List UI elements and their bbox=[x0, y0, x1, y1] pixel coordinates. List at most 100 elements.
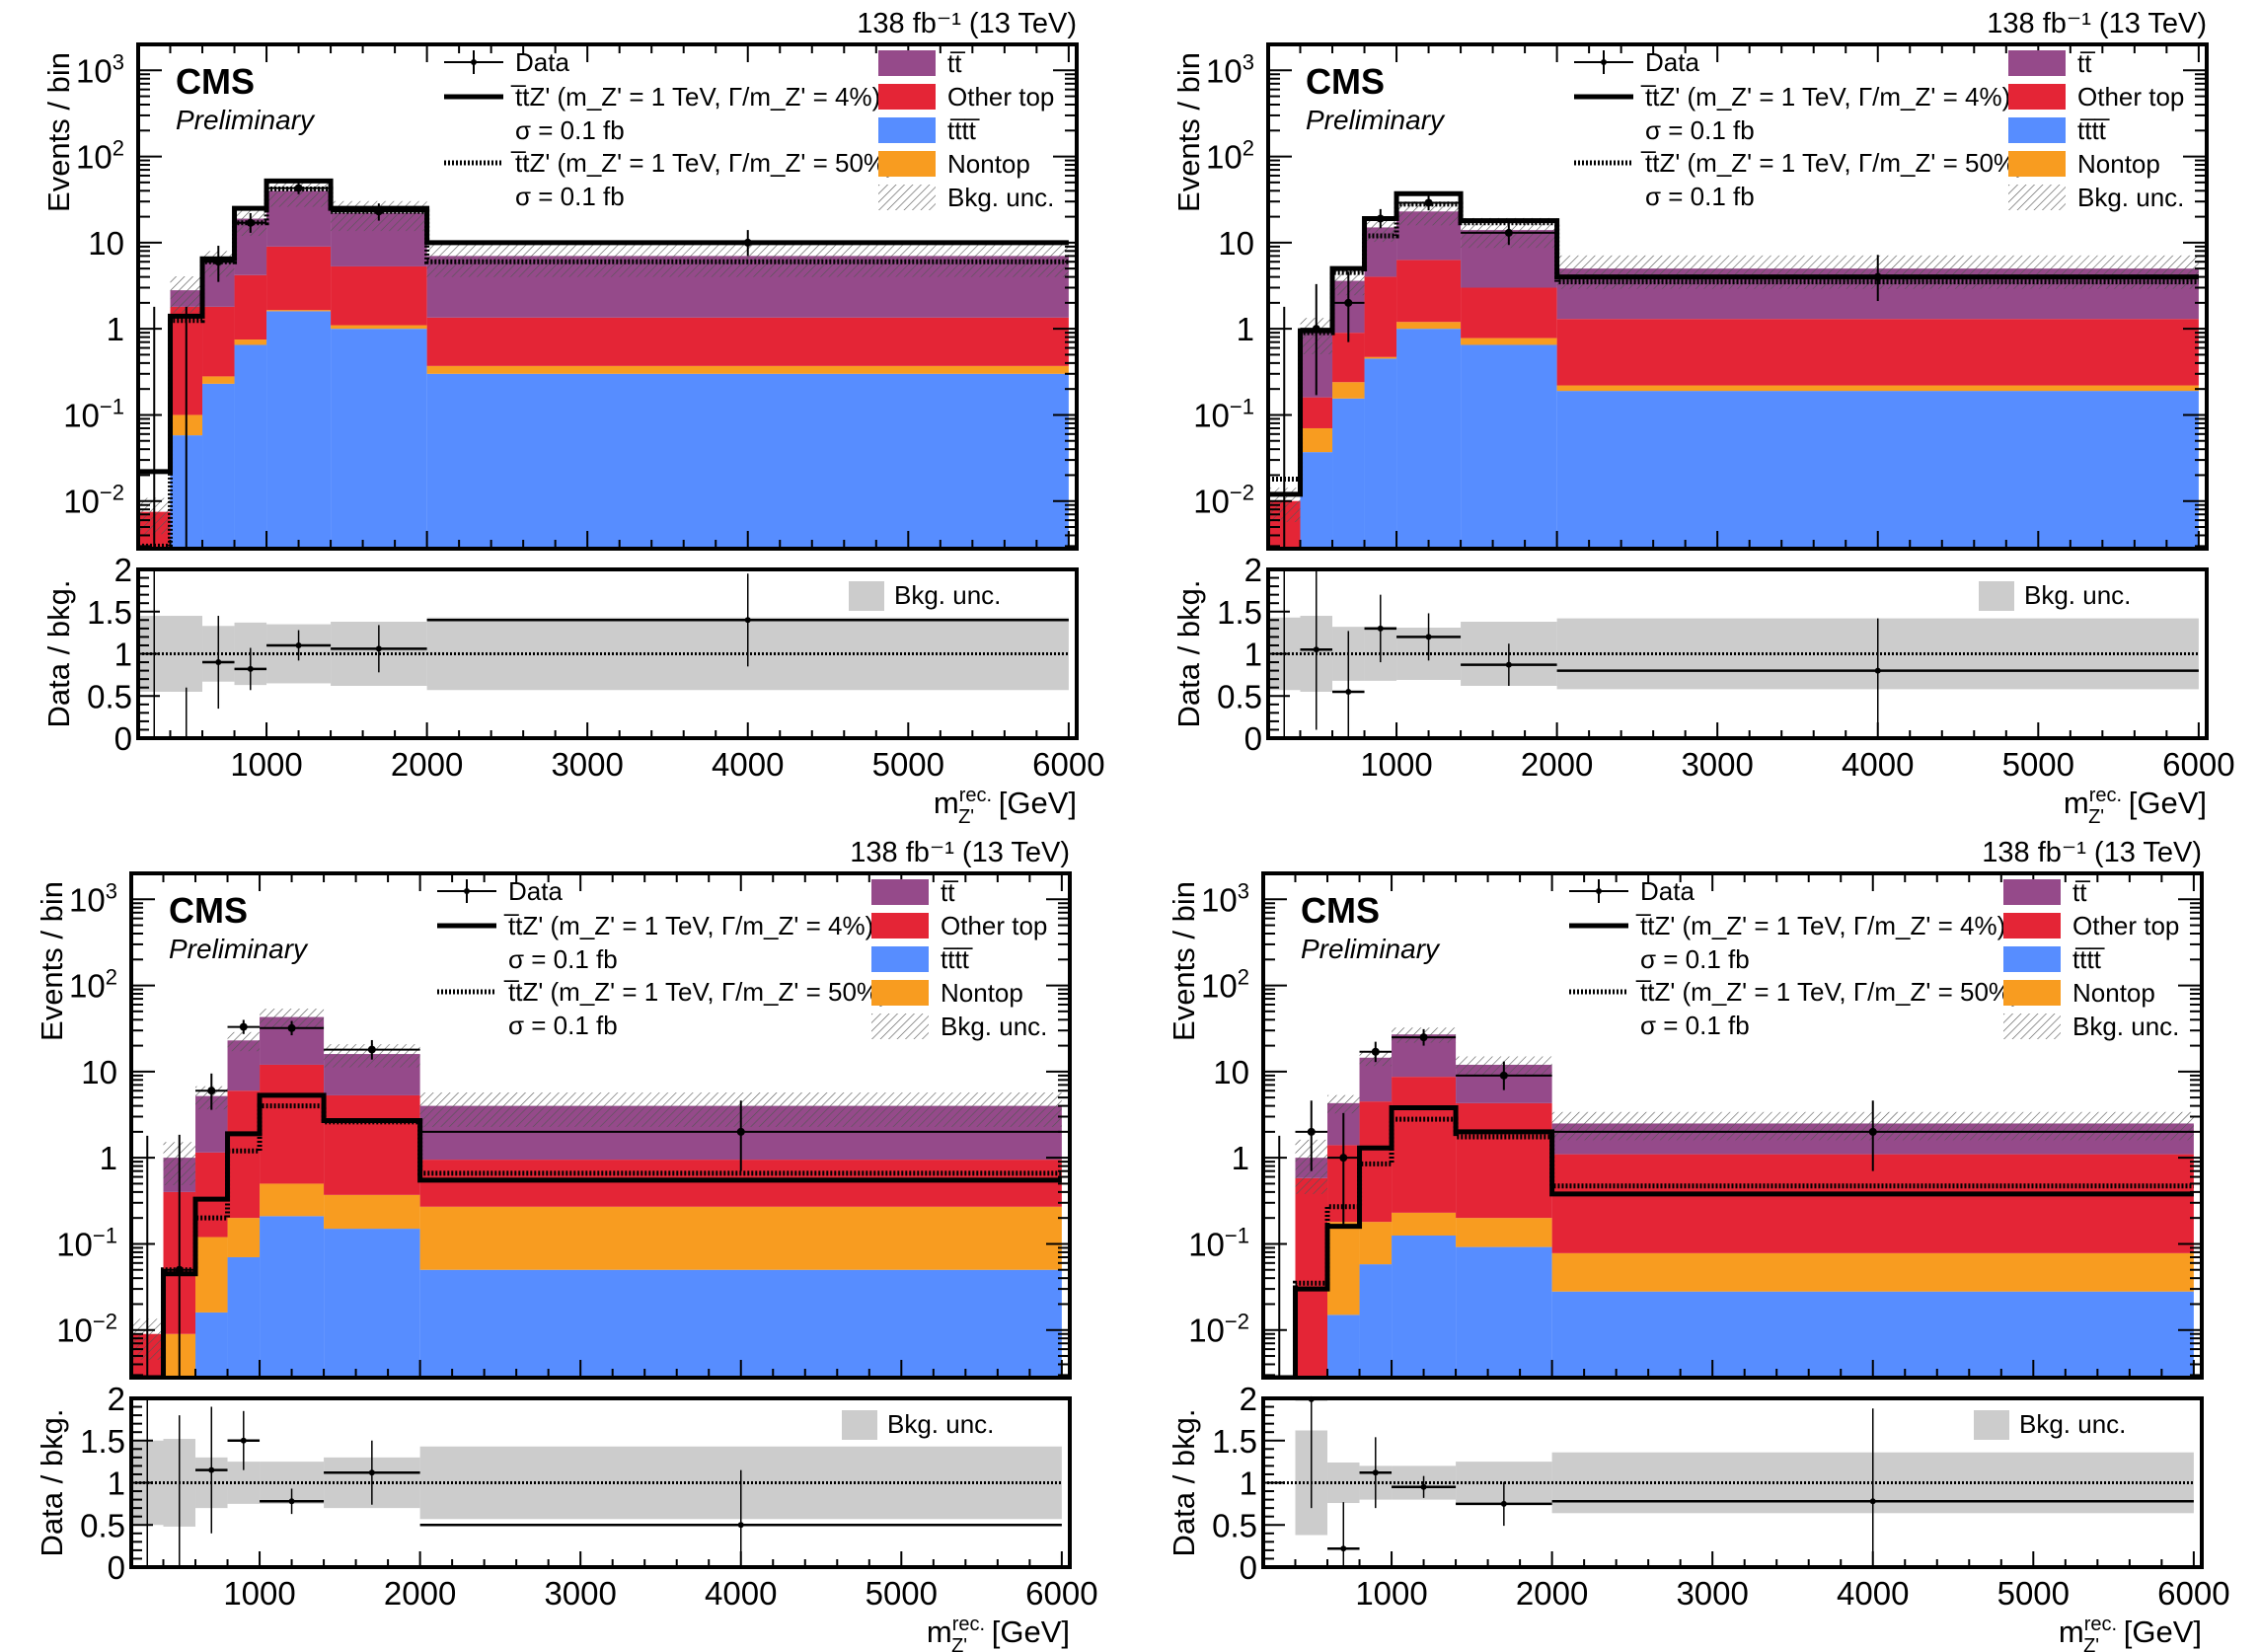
legend-label-othertop: Other top bbox=[2077, 82, 2184, 112]
ratio-point bbox=[368, 1469, 375, 1476]
lumi-label: 138 fb⁻¹ (13 TeV) bbox=[1987, 8, 2207, 39]
legend-swatch-unc bbox=[2008, 185, 2066, 210]
data-point bbox=[1376, 214, 1385, 223]
bar-nontop bbox=[1396, 322, 1462, 330]
ratio-y-tick-label: 1.5 bbox=[80, 1423, 125, 1460]
legend-signal-wide-xsec: σ = 0.1 fb bbox=[1640, 1011, 1750, 1040]
bar-other-top bbox=[1396, 260, 1462, 323]
bar-tttt bbox=[1300, 452, 1333, 549]
legend-swatch-tt bbox=[871, 879, 929, 905]
bar-other-top bbox=[227, 1090, 261, 1219]
x-tick-label: 6000 bbox=[2162, 746, 2234, 783]
x-tick-label: 6000 bbox=[1032, 746, 1104, 783]
cms-label: CMS bbox=[176, 61, 255, 102]
bar-nontop bbox=[266, 310, 332, 312]
signal-narrow-line bbox=[131, 1092, 1062, 1378]
legend-label-tttt: tt̅tt̅ bbox=[941, 944, 973, 974]
legend-swatch-unc bbox=[2003, 1014, 2061, 1039]
y-tick-label: 103 bbox=[76, 49, 124, 89]
y-tick-label: 1 bbox=[100, 1140, 117, 1176]
data-point bbox=[1419, 1033, 1428, 1042]
ratio-y-tick-label: 0 bbox=[1244, 720, 1262, 757]
bar-tttt bbox=[1556, 391, 2199, 549]
x-tick-label: 4000 bbox=[1837, 1575, 1909, 1612]
y-tick-label: 1 bbox=[1237, 311, 1254, 347]
ratio-point bbox=[1869, 1498, 1876, 1505]
ratio-point bbox=[295, 641, 302, 648]
legend-signal-wide-xsec: σ = 0.1 fb bbox=[508, 1011, 618, 1040]
data-point bbox=[1339, 1154, 1348, 1163]
legend-data-label: Data bbox=[1640, 876, 1695, 906]
legend-label-tttt: tt̅tt̅ bbox=[2072, 944, 2105, 974]
bar-other-top bbox=[324, 1094, 420, 1195]
data-point bbox=[239, 1022, 248, 1031]
data-point bbox=[1499, 1071, 1508, 1080]
bar-nontop bbox=[1551, 1252, 2194, 1292]
bar-nontop bbox=[1327, 1222, 1360, 1315]
y-axis-title: Events / bin bbox=[1167, 881, 1201, 1041]
legend-signal-wide-label: t̅tZ' (m_Z' = 1 TeV, Γ/m_Z' = 50%) bbox=[1640, 148, 2024, 178]
legend-data-label: Data bbox=[1645, 47, 1699, 77]
bar-nontop bbox=[1359, 1222, 1393, 1265]
y-tick-label: 10 bbox=[81, 1054, 117, 1090]
bar-nontop bbox=[202, 376, 235, 384]
legend-signal-narrow-xsec: σ = 0.1 fb bbox=[1645, 115, 1755, 145]
bar-tttt bbox=[1364, 358, 1397, 549]
legend-label-tttt: tt̅tt̅ bbox=[2077, 115, 2110, 145]
legend-swatch-othertop bbox=[871, 913, 929, 939]
main-plot-frame bbox=[129, 871, 1072, 1380]
bar-nontop bbox=[1461, 338, 1557, 345]
cms-label: CMS bbox=[1301, 890, 1380, 931]
legend-label-tt: tt̅ bbox=[2077, 48, 2096, 78]
data-point bbox=[1344, 298, 1353, 307]
legend-signal-narrow-label: t̅tZ' (m_Z' = 1 TeV, Γ/m_Z' = 4%) bbox=[510, 82, 880, 112]
y-tick-label: 10−2 bbox=[1193, 481, 1254, 520]
preliminary-label: Preliminary bbox=[1301, 934, 1441, 964]
x-tick-label: 4000 bbox=[705, 1575, 777, 1612]
ratio-y-tick-label: 1 bbox=[108, 1465, 125, 1502]
ratio-legend-swatch bbox=[1979, 581, 2014, 611]
legend-signal-wide-label: t̅tZ' (m_Z' = 1 TeV, Γ/m_Z' = 50%) bbox=[503, 977, 887, 1007]
data-point bbox=[1307, 1127, 1316, 1136]
legend-data-marker bbox=[1596, 888, 1602, 894]
ratio-legend-label: Bkg. unc. bbox=[2024, 580, 2131, 610]
y-tick-label: 102 bbox=[1201, 965, 1249, 1005]
ratio-point bbox=[288, 1498, 295, 1505]
ratio-point bbox=[247, 665, 254, 672]
ratio-y-tick-label: 1 bbox=[1244, 637, 1262, 673]
bkg-uncertainty-hatch bbox=[227, 1031, 261, 1052]
y-tick-label: 10−1 bbox=[1193, 394, 1254, 433]
legend-swatch-othertop bbox=[878, 84, 936, 110]
y-tick-label: 103 bbox=[1206, 49, 1254, 89]
data-point bbox=[1424, 198, 1433, 207]
legend-signal-narrow-xsec: σ = 0.1 fb bbox=[508, 944, 618, 974]
x-axis-title: mrec. Z' [GeV] bbox=[927, 1614, 1070, 1652]
legend-label-tt: tt̅ bbox=[941, 877, 959, 907]
data-point bbox=[1868, 1127, 1877, 1136]
ratio-y-tick-label: 0.5 bbox=[1212, 1507, 1257, 1543]
ratio-point bbox=[1500, 1500, 1507, 1507]
y-tick-label: 10−1 bbox=[56, 1223, 117, 1262]
ratio-y-axis-title: Data / bkg. bbox=[35, 1409, 69, 1557]
y-tick-label: 10−2 bbox=[63, 481, 124, 520]
ratio-legend-label: Bkg. unc. bbox=[2019, 1409, 2126, 1439]
ratio-legend-label: Bkg. unc. bbox=[887, 1409, 994, 1439]
x-tick-label: 5000 bbox=[2002, 746, 2074, 783]
ratio-y-tick-label: 1.5 bbox=[87, 594, 132, 631]
ratio-point bbox=[375, 645, 382, 652]
y-tick-label: 103 bbox=[1201, 878, 1249, 918]
bar-other-top bbox=[1392, 1077, 1457, 1213]
bar-tttt bbox=[1332, 398, 1365, 549]
bar-tttt bbox=[195, 1312, 228, 1378]
legend-swatch-tttt bbox=[2003, 946, 2061, 972]
ratio-point bbox=[1372, 1469, 1379, 1476]
ratio-y-tick-label: 1 bbox=[114, 637, 132, 673]
y-tick-label: 10−1 bbox=[63, 394, 124, 433]
bar-nontop bbox=[324, 1194, 420, 1230]
y-axis-title: Events / bin bbox=[1171, 52, 1206, 212]
preliminary-label: Preliminary bbox=[169, 934, 309, 964]
x-tick-label: 1000 bbox=[230, 746, 302, 783]
data-point bbox=[743, 238, 752, 247]
legend-signal-narrow-xsec: σ = 0.1 fb bbox=[515, 115, 625, 145]
lumi-label: 138 fb⁻¹ (13 TeV) bbox=[857, 8, 1077, 39]
